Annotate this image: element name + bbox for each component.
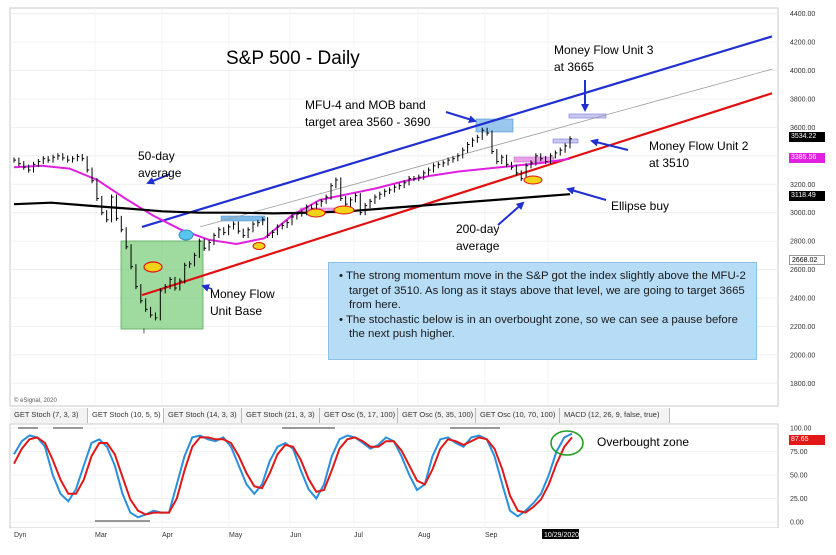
y-tick-label: 2200.00 [790, 324, 815, 331]
x-tick-label: May [229, 532, 243, 539]
y-tick-label: 2000.00 [790, 352, 815, 359]
ellipse-marker-5 [523, 175, 543, 185]
arrow-200day [497, 201, 525, 226]
stochastic-y-axis: 0.00 25.00 50.00 75.00 100.00 [790, 426, 812, 527]
price-axis-tag: 3118.49 [789, 190, 825, 201]
stoch-y-tick-label: 25.00 [790, 496, 808, 503]
stochastic-d-line [13, 436, 573, 516]
price-bars [13, 127, 572, 321]
mfu3-level-box [568, 113, 607, 119]
annotation-base-line1: Money Flow [210, 287, 275, 301]
overbought-circle [550, 430, 584, 456]
chart-title: S&P 500 - Daily [226, 48, 360, 69]
indicator-tab[interactable]: GET Osc (5, 17, 100) [320, 408, 398, 423]
indicator-tabs: GET Stoch (7, 3, 3) GET Stoch (10, 5, 5) G… [10, 408, 778, 423]
commentary-item-1: • The strong momentum move in the S&P go… [339, 270, 746, 312]
resistance-box-1 [220, 215, 266, 222]
ma-200-line [13, 193, 571, 215]
annotation-200day-line1: 200-day [456, 222, 499, 236]
y-tick-label: 3200.00 [790, 182, 815, 189]
y-tick-label: 3600.00 [790, 125, 815, 132]
arrow-mfu2 [590, 138, 629, 151]
lower-channel-line [141, 92, 773, 297]
ellipse-marker-2 [252, 242, 266, 250]
annotation-base-line2: Unit Base [210, 304, 262, 318]
ellipse-marker-3 [306, 208, 326, 218]
annotation-mfu2-line2: at 3510 [649, 156, 689, 170]
price-axis-tag: 3534.22 [789, 131, 825, 142]
stoch-value-tag: 87.65 [789, 434, 825, 445]
mid-channel-line [199, 68, 773, 228]
annotation-50day-line1: 50-day [138, 149, 175, 163]
annotation-mfu3-line2: at 3665 [554, 60, 594, 74]
stoch-y-tick-label: 75.00 [790, 449, 808, 456]
overbought-annotation: Overbought zone [597, 435, 689, 449]
bubble-marker [178, 229, 194, 241]
annotation-mfu4-line2: target area 3560 - 3690 [305, 115, 431, 129]
y-tick-label: 4000.00 [790, 68, 815, 75]
arrow-ellipse-buy [566, 186, 607, 201]
arrow-mfu4 [445, 111, 477, 124]
annotation-mfu4-line1: MFU-4 and MOB band [305, 98, 426, 112]
y-tick-label: 1800.00 [790, 381, 815, 388]
x-tick-label: Apr [162, 532, 174, 539]
y-tick-label: 2800.00 [790, 239, 815, 246]
commentary-box: • The strong momentum move in the S&P go… [328, 262, 757, 360]
upper-channel-line [141, 35, 773, 228]
arrow-50day [146, 173, 171, 185]
y-tick-label: 4400.00 [790, 11, 815, 18]
x-tick-label: Sep [485, 532, 498, 539]
annotation-ellipse-buy: Ellipse buy [611, 199, 669, 213]
date-tag-bg [542, 529, 579, 539]
price-axis-tag: 3385.56 [789, 152, 825, 163]
stochastic-gridlines [10, 424, 778, 528]
y-tick-label: 2400.00 [790, 295, 815, 302]
commentary-item-2: • The stochastic below is in an overboug… [339, 313, 738, 341]
indicator-tab[interactable]: GET Stoch (7, 3, 3) [10, 408, 88, 423]
annotation-mfu3-line1: Money Flow Unit 3 [554, 43, 654, 57]
mfu2-level-box [552, 138, 579, 144]
annotation-50day-line2: average [138, 166, 182, 180]
annotation-mfu2-line1: Money Flow Unit 2 [649, 139, 749, 153]
indicator-tab[interactable]: GET Stoch (21, 3, 3) [242, 408, 320, 423]
indicator-tab[interactable]: MACD (12, 26, 9, false, true) [560, 408, 670, 423]
x-tick-label: Jun [290, 532, 301, 539]
x-tick-label: Aug [418, 532, 431, 539]
main-y-axis: 1800.00 2000.00 2200.00 2400.00 2600.00 2800.… [790, 11, 815, 388]
y-tick-label: 4200.00 [790, 40, 815, 47]
indicator-tab[interactable]: GET Osc (5, 35, 100) [398, 408, 476, 423]
ellipse-marker-1 [143, 261, 163, 273]
y-tick-label: 3800.00 [790, 96, 815, 103]
footer-dyn-label: Dyn [14, 532, 27, 539]
price-axis-tag: 2668.02 [789, 254, 825, 265]
indicator-tab[interactable]: GET Stoch (14, 3, 3) [164, 408, 242, 423]
y-tick-label: 3000.00 [790, 210, 815, 217]
y-tick-label: 2600.00 [790, 267, 815, 274]
ellipse-marker-4 [333, 205, 355, 215]
min-price-marker: I [143, 329, 145, 336]
resistance-box-3 [513, 156, 555, 163]
money-flow-base-box [120, 240, 204, 330]
stoch-y-tick-label: 50.00 [790, 473, 808, 480]
x-axis-bar [10, 528, 836, 540]
indicator-tab[interactable]: GET Osc (10, 70, 100) [476, 408, 560, 423]
stoch-y-tick-label: 0.00 [790, 520, 804, 527]
stoch-y-tick-label: 100.00 [790, 426, 812, 433]
arrow-base [201, 284, 213, 292]
date-tag: 10/29/2020 [544, 532, 579, 539]
main-gridlines [10, 8, 778, 406]
copyright-text: © eSignal, 2020 [14, 397, 57, 404]
x-tick-label: Mar [95, 532, 108, 539]
indicator-tab[interactable]: GET Stoch (10, 5, 5) [88, 408, 164, 423]
x-tick-label: Jul [354, 532, 363, 539]
annotation-200day-line2: average [456, 239, 500, 253]
